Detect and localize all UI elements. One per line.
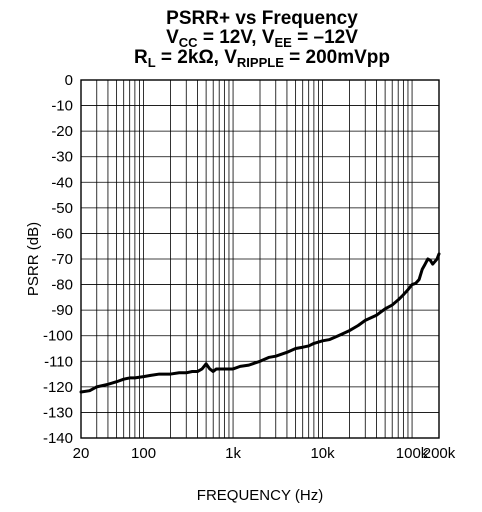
- x-axis-label: FREQUENCY (Hz): [197, 487, 323, 504]
- y-tick-label: -140: [43, 430, 73, 447]
- y-tick-label: -110: [44, 353, 73, 370]
- x-tick-label: 10k: [310, 445, 335, 462]
- y-tick-label: -50: [51, 200, 73, 217]
- title-part: L: [148, 55, 156, 70]
- series-layer: [79, 252, 441, 394]
- title-part: PSRR+ vs Frequency: [166, 8, 358, 29]
- chart-title-line-2: VCC = 12V, VEE = –12V: [166, 27, 358, 50]
- y-tick-label: -70: [51, 251, 73, 268]
- y-tick-label: -20: [51, 123, 73, 140]
- title-part: = 200mVpp: [284, 47, 390, 68]
- y-tick-label: 0: [65, 72, 73, 89]
- x-tick-label: 20: [73, 445, 90, 462]
- title-part: EE: [275, 35, 293, 50]
- chart-title-line-1: PSRR+ vs Frequency: [166, 8, 358, 29]
- y-tick-label: -40: [51, 174, 73, 191]
- y-tick-label: -120: [43, 379, 73, 396]
- title-part: R: [134, 47, 148, 68]
- title-part: CC: [179, 35, 198, 50]
- plot-frame: [80, 79, 440, 439]
- x-tick-label: 100k: [396, 445, 429, 462]
- y-tick-label: -10: [51, 98, 73, 115]
- y-tick-label: -130: [43, 404, 73, 421]
- y-axis-label: PSRR (dB): [25, 222, 42, 296]
- title-part: = –12V: [292, 27, 358, 48]
- series-line-0: [79, 252, 441, 394]
- chart-title-line-3: RL = 2kΩ, VRIPPLE = 200mVpp: [134, 47, 390, 70]
- title-part: = 12V, V: [198, 27, 275, 48]
- y-tick-label: -80: [51, 277, 73, 294]
- plot-grid: [80, 79, 440, 439]
- y-tick-label: -100: [43, 328, 73, 345]
- title-part: V: [166, 27, 179, 48]
- y-axis-ticks: 0 -10 -20 -30 -40 -50 -60 -70 -80 -90 -100 -110 -120…: [43, 72, 73, 447]
- y-tick-label: -30: [51, 149, 73, 166]
- title-part: = 2kΩ, V: [156, 47, 238, 68]
- x-tick-label: 100: [131, 445, 156, 462]
- y-tick-label: -90: [51, 302, 73, 319]
- x-tick-label: 200k: [423, 445, 456, 462]
- title-part: RIPPLE: [237, 55, 284, 70]
- x-tick-label: 1k: [225, 445, 241, 462]
- y-tick-label: -60: [51, 225, 73, 242]
